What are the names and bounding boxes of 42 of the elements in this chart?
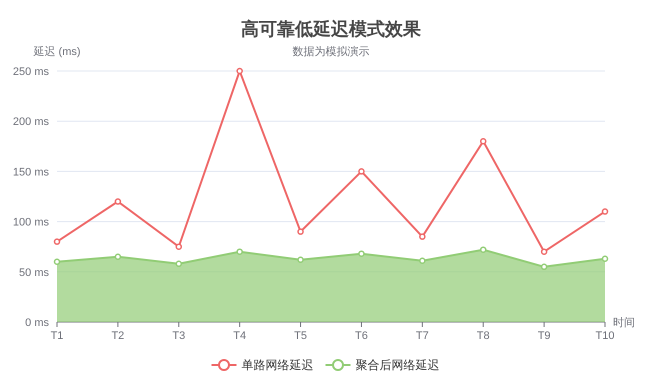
point: [358, 250, 365, 257]
point: [297, 228, 304, 235]
chart-subtitle: 数据为模拟演示: [292, 45, 370, 58]
point: [419, 233, 426, 240]
y-tick-label: 250 ms: [12, 66, 50, 78]
point: [602, 208, 608, 215]
point: [602, 256, 608, 262]
x-tick-label: T3: [172, 330, 186, 342]
y-tick-label: 200 ms: [12, 116, 50, 128]
point: [236, 68, 243, 74]
point: [54, 238, 60, 245]
point: [176, 260, 182, 268]
point: [114, 198, 122, 205]
x-tick-label: T5: [294, 330, 307, 342]
chart-title: 高可靠低延迟模式效果: [241, 19, 422, 39]
x-tick-label: T9: [538, 330, 551, 342]
x-tick-label: T1: [50, 330, 64, 342]
point: [176, 243, 182, 250]
legend-label: 聚合后网络延迟: [356, 358, 440, 372]
point: [358, 168, 365, 175]
y-axis-title: 延迟 (ms): [32, 45, 81, 58]
point: [297, 256, 304, 263]
point: [236, 248, 243, 255]
x-axis-title: 时间: [613, 316, 635, 329]
y-tick-label: 50 ms: [19, 266, 50, 279]
y-tick-label: 0 ms: [25, 317, 50, 329]
x-tick-label: T8: [476, 330, 490, 342]
point: [419, 258, 426, 264]
y-tick-label: 150 ms: [12, 166, 50, 178]
point: [480, 138, 486, 145]
x-tick-label: T7: [416, 330, 429, 342]
legend-label: 单路网络延迟: [242, 358, 314, 372]
y-tick-label: 100 ms: [12, 216, 50, 229]
x-tick-label: T10: [596, 330, 614, 342]
point: [540, 248, 548, 255]
x-tick-label: T2: [111, 330, 124, 342]
point: [54, 258, 60, 266]
point: [480, 246, 486, 253]
point: [114, 253, 122, 260]
x-tick-label: T6: [355, 330, 368, 342]
x-tick-label: T4: [233, 330, 246, 342]
point: [540, 264, 548, 270]
